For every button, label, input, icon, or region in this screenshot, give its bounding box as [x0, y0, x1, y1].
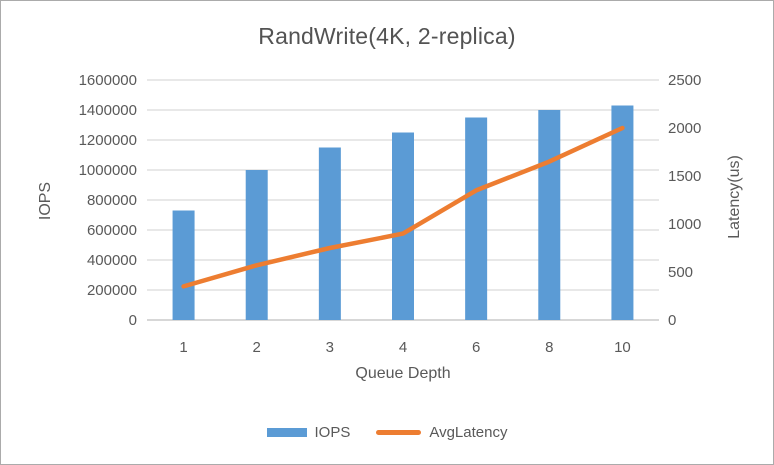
x-tick-label: 8 [545, 339, 553, 356]
y-left-tick-label: 200000 [87, 282, 137, 299]
iops-bar-qd10 [611, 105, 634, 320]
legend-item-avglatency: AvgLatency [376, 424, 507, 441]
iops-bar-qd4 [392, 132, 414, 320]
y-right-tick-label: 500 [668, 264, 693, 281]
y-right-tick-label: 1500 [668, 168, 701, 185]
avglatency-line [181, 125, 625, 289]
x-tick-label: 1 [179, 339, 187, 356]
x-tick-label: 6 [472, 339, 480, 356]
iops-bar-qd3 [318, 147, 341, 320]
x-tick-label: 2 [253, 339, 261, 356]
y-right-tick-label: 0 [668, 312, 676, 329]
y-left-tick-label: 1400000 [79, 102, 137, 119]
chart-title: RandWrite(4K, 2-replica) [258, 23, 516, 49]
y-left-tick-label: 600000 [87, 222, 137, 239]
iops-bar-qd8 [538, 110, 561, 320]
x-tick-label: 10 [614, 339, 631, 356]
y-right-tick-label: 2500 [668, 72, 701, 89]
legend-label-iops: IOPS [314, 424, 351, 441]
y-right-tick-label: 2000 [668, 120, 701, 137]
y-left-tick-label: 1200000 [79, 132, 137, 149]
y-left-tick-label: 1000000 [79, 162, 137, 179]
legend-label-avglatency: AvgLatency [429, 424, 508, 441]
y-left-tick-label: 800000 [87, 192, 137, 209]
x-tick-label: 3 [326, 339, 334, 356]
y-right-tick-label: 1000 [668, 216, 701, 233]
iops-swatch [266, 428, 307, 437]
avglatency-swatch [376, 430, 422, 435]
legend-item-iops: IOPS [266, 424, 351, 441]
x-tick-label: 4 [399, 339, 407, 356]
legend: IOPS AvgLatency [1, 424, 773, 441]
iops-bar-qd2 [245, 170, 268, 320]
y-left-tick-label: 400000 [87, 252, 137, 269]
x-axis-title: Queue Depth [355, 365, 451, 382]
iops-bar-qd6 [465, 117, 488, 320]
y-left-tick-label: 1600000 [79, 72, 137, 89]
y-left-tick-label: 0 [129, 312, 137, 329]
y-axis-title-left: IOPS [37, 181, 54, 221]
y-axis-title-right: Latency(us) [726, 155, 743, 239]
iops-bar-qd1 [172, 210, 195, 320]
